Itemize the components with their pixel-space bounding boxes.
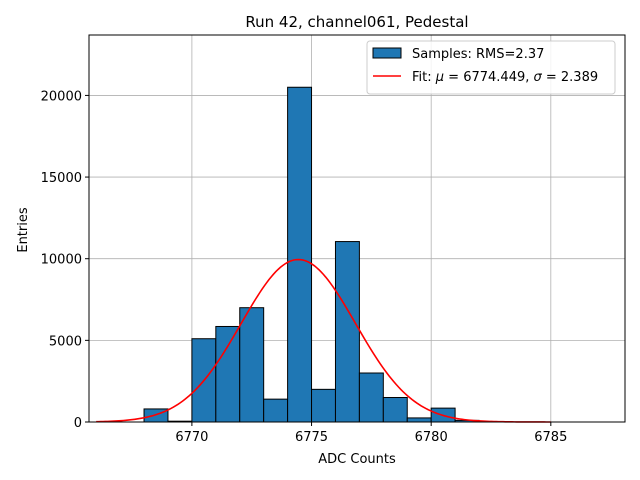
- fit-curve: [96, 258, 551, 423]
- x-axis-ticks: 6770 6775 6780 6785: [175, 422, 567, 445]
- axes-frame: [88, 34, 626, 423]
- histogram-bar: [239, 307, 265, 423]
- y-tick-label: 0: [74, 416, 82, 431]
- legend-label-samples: Samples: RMS=2.37: [412, 47, 544, 62]
- x-axis-label: ADC Counts: [318, 452, 396, 467]
- histogram-bar: [215, 325, 241, 423]
- y-axis-label: Entries: [16, 207, 31, 253]
- histogram-bar: [311, 388, 336, 423]
- x-tick-label: 6780: [415, 430, 448, 445]
- legend-box: [366, 40, 616, 95]
- y-axis-ticks: 0 5000 10000 15000 20000: [41, 89, 89, 431]
- y-tick-label: 20000: [41, 89, 82, 104]
- x-tick-label: 6770: [175, 430, 208, 445]
- x-tick-label: 6775: [295, 430, 328, 445]
- histogram-bar: [263, 398, 289, 423]
- y-tick-label: 10000: [41, 253, 82, 268]
- legend: Samples: RMS=2.37 Fit: μ = 6774.449, σ =…: [366, 40, 616, 95]
- histogram-bar: [287, 86, 313, 423]
- histogram-bar: [358, 372, 384, 423]
- histogram-bar: [382, 397, 408, 423]
- y-tick-label: 5000: [49, 334, 82, 349]
- y-tick-label: 15000: [41, 171, 82, 186]
- histogram-bar: [334, 241, 360, 423]
- histogram-bar: [406, 417, 432, 423]
- legend-label-fit: Fit: μ = 6774.449, σ = 2.389: [412, 70, 598, 85]
- histogram-bars: [143, 86, 480, 423]
- x-tick-label: 6785: [534, 430, 567, 445]
- chart-title: Run 42, channel061, Pedestal: [245, 13, 468, 31]
- legend-swatch-samples: [372, 47, 402, 59]
